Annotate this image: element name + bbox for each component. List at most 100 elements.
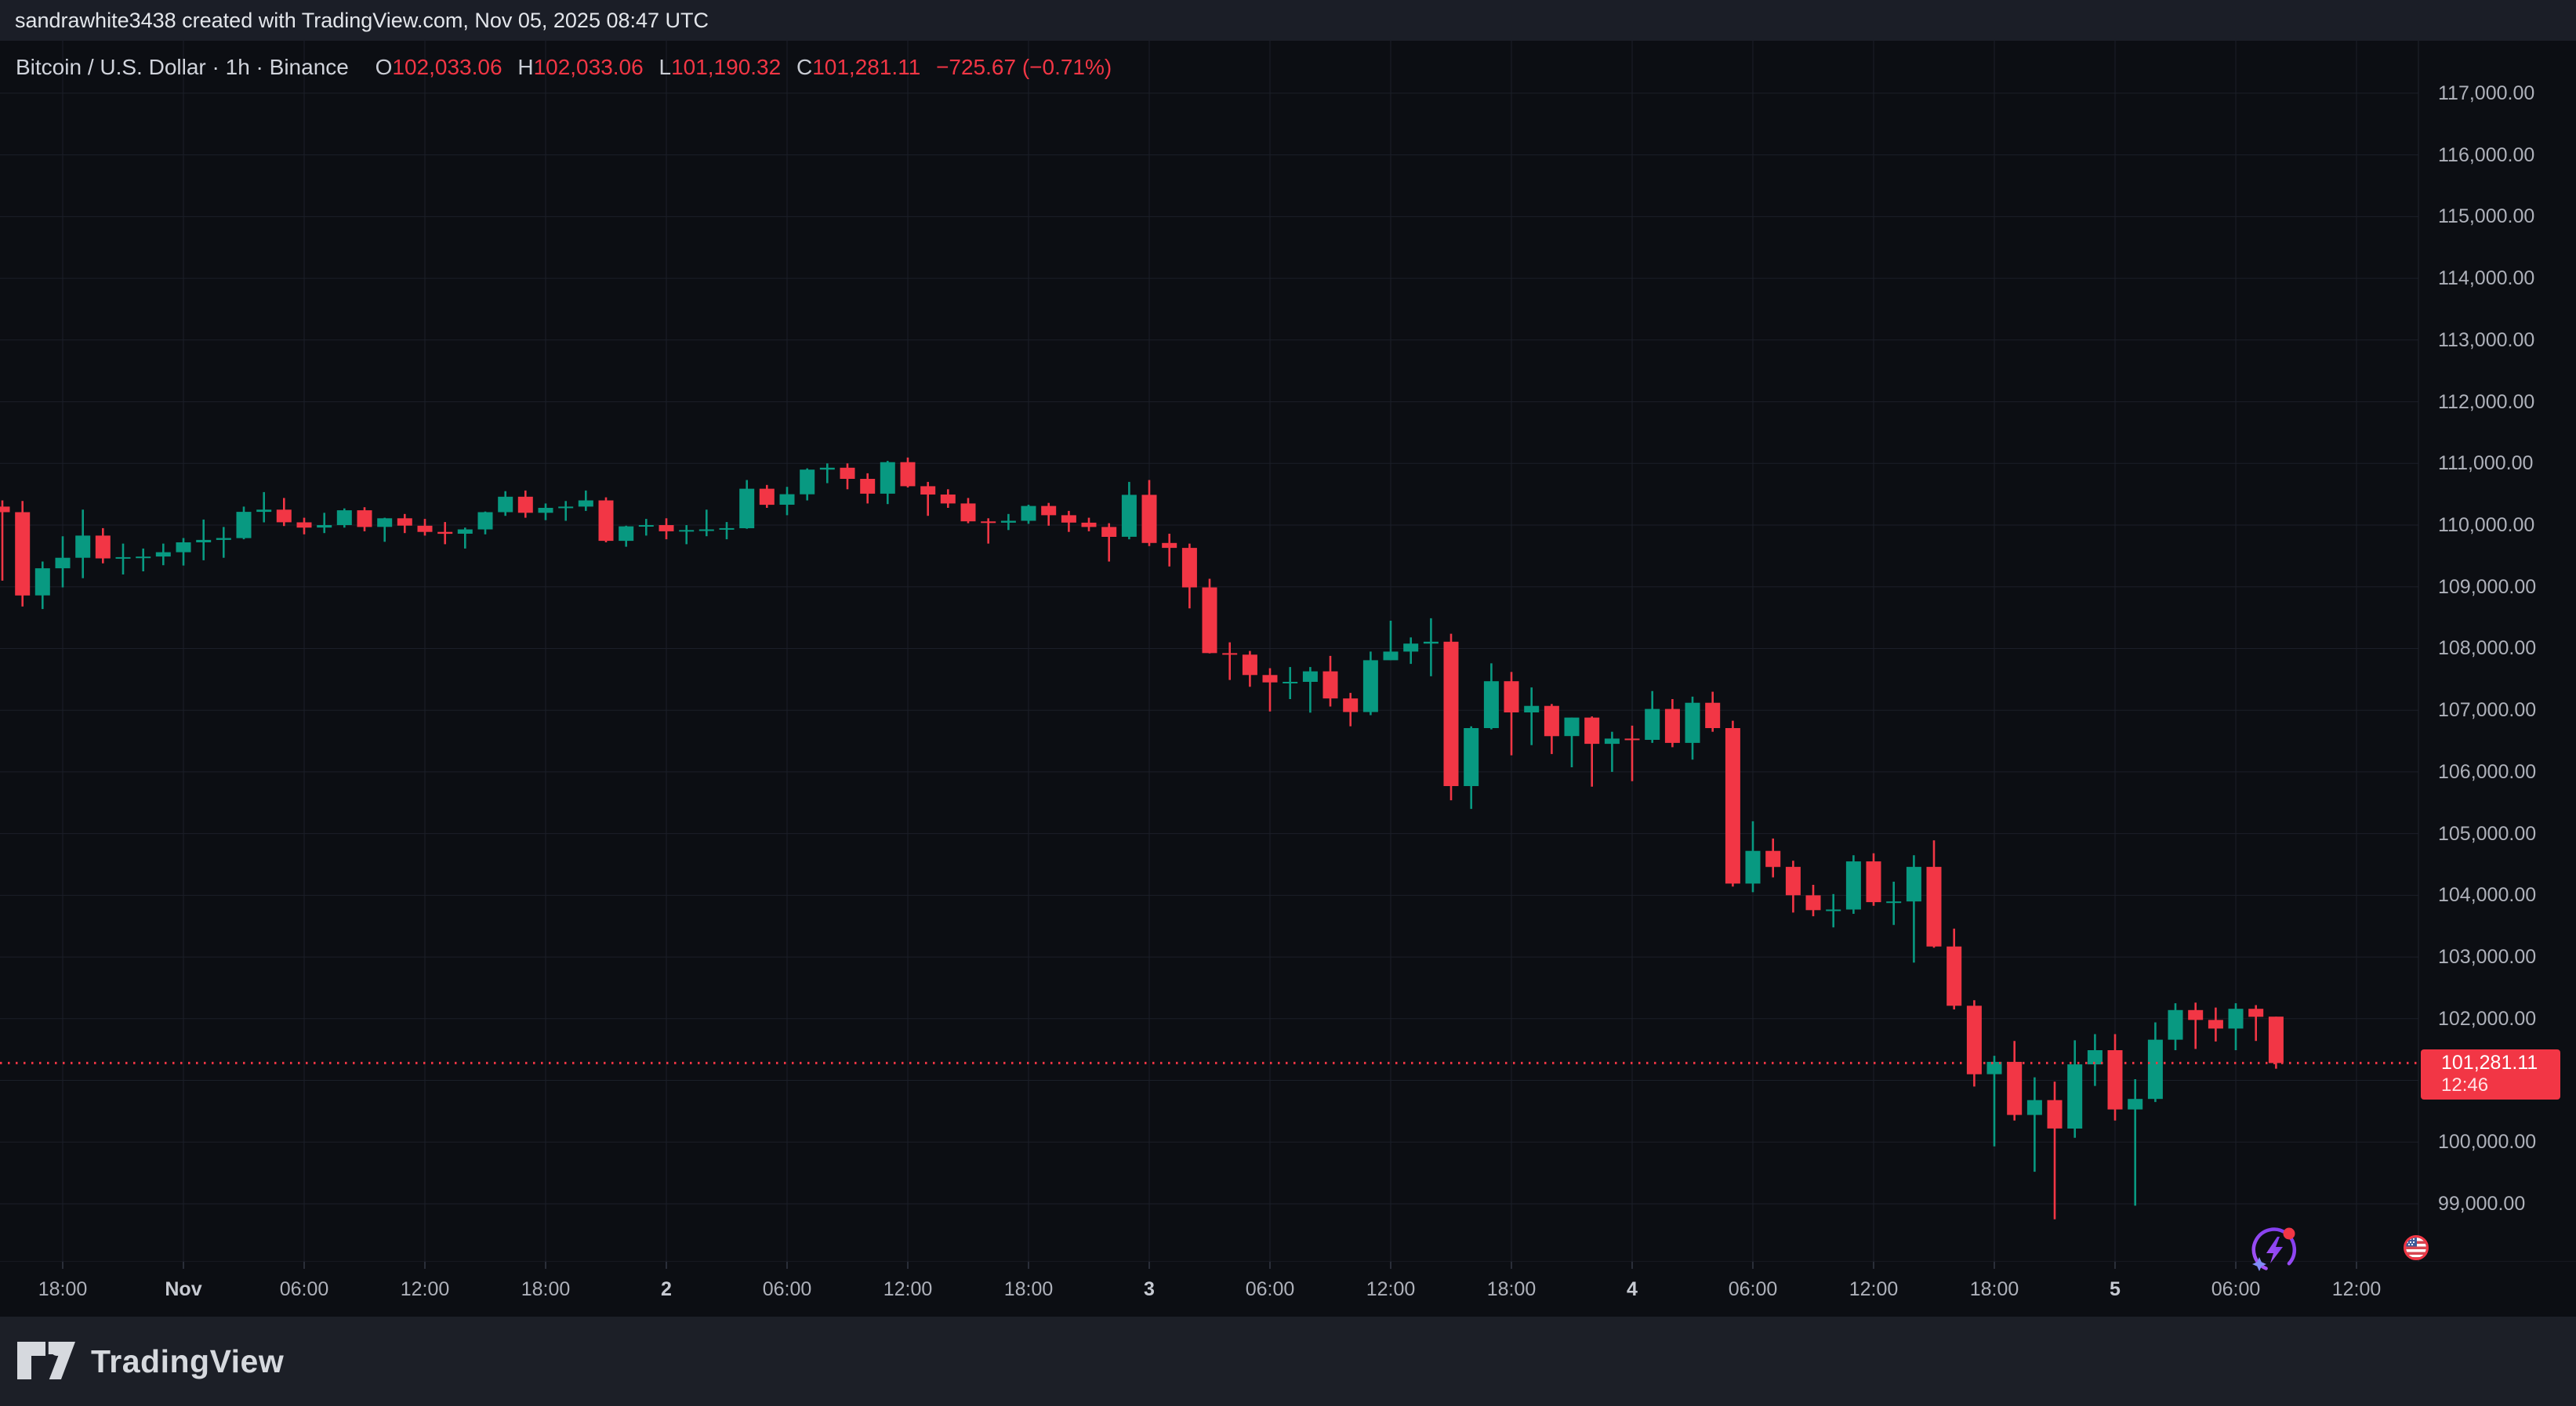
candle [880,461,895,505]
candle [1181,543,1197,609]
candle [698,509,714,537]
price-axis-label: 109,000.00 [2438,576,2537,598]
candle [196,519,212,560]
candle [2107,1034,2123,1121]
candle [1262,668,1278,712]
price-axis-label: 115,000.00 [2438,205,2535,227]
symbol-title[interactable]: Bitcoin / U.S. Dollar · 1h · Binance [16,55,349,79]
time-axis-label: 12:00 [1849,1278,1899,1300]
time-axis-tick [62,1262,63,1269]
candle [1947,928,1962,1009]
candle [437,522,453,545]
candle [940,489,956,508]
price-axis-label: 108,000.00 [2438,637,2537,659]
candle [1544,704,1559,755]
candle [1041,502,1057,526]
price-axis-label: 103,000.00 [2438,946,2537,968]
candle [1906,855,1921,963]
time-axis[interactable]: 18:00 Nov 06:00 12:00 18:00 2 06:00 12:00 18:00 3… [0,1262,2576,1317]
candle [2147,1022,2163,1103]
candle [1966,1000,1982,1087]
candle [1986,1056,2002,1147]
candle [296,517,312,534]
candle [759,484,775,508]
candle [2047,1082,2063,1219]
candle [1141,480,1157,546]
high-value: 102,033.06 [533,55,644,79]
candle [417,519,433,536]
candle [1604,731,1620,772]
tradingview-logo-text: TradingView [91,1343,285,1379]
candle [1685,696,1700,760]
candle [1162,534,1177,567]
price-axis-label: 113,000.00 [2438,329,2535,351]
time-axis-tick [1148,1262,1150,1269]
candle [1624,725,1640,781]
candle [900,457,916,487]
candle [1483,663,1499,730]
last-price-value: 101,281.11 [2441,1052,2538,1074]
candle [1443,633,1459,801]
time-axis-tick [2356,1262,2357,1269]
candle [95,527,111,563]
candle [15,501,31,607]
time-axis-label: 12:00 [2331,1278,2382,1300]
candle [1725,720,1740,887]
candle [1101,523,1117,562]
time-axis-tick [1390,1262,1391,1269]
candle [1805,885,1821,917]
open-value: 102,033.06 [392,55,503,79]
candle [1423,618,1439,676]
candle [2268,1016,2284,1069]
time-axis-label: 3 [1144,1278,1155,1300]
candle [1121,481,1137,540]
candle [1886,882,1902,926]
candle [216,527,231,558]
candle [538,503,553,520]
last-price-marker: 101,281.11 12:46 [2421,1049,2560,1100]
attribution-bar: sandrawhite3438 created with TradingView… [0,0,2576,41]
crypto-spark-lightning-icon[interactable] [2251,1225,2299,1274]
candle [0,500,10,581]
candle [1061,510,1076,532]
candle [1202,578,1217,654]
bar-countdown: 12:46 [2441,1074,2489,1096]
candle [1826,893,1841,928]
candle [34,561,50,610]
time-axis-label: 06:00 [2211,1278,2261,1300]
candle [1343,693,1359,727]
time-axis-label: 18:00 [1003,1278,1054,1300]
candle [457,527,473,549]
candlestick-plot[interactable] [0,41,2576,1262]
tradingview-logo[interactable]: TradingView [17,1341,284,1382]
change-value: −725.67 (−0.71%) [936,55,1112,79]
price-axis-label: 106,000.00 [2438,761,2537,783]
candle [1866,853,1881,906]
candle [397,513,412,534]
time-axis-tick [1873,1262,1874,1269]
low-label: L [659,55,672,79]
candle [840,463,855,490]
candle [558,501,574,521]
candle [75,509,91,578]
candle [1383,621,1399,661]
time-axis-tick [1631,1262,1633,1269]
candle [1302,667,1318,713]
candle [920,481,936,516]
time-axis-tick [907,1262,909,1269]
candle [779,487,795,516]
price-axis-label: 102,000.00 [2438,1008,2537,1030]
candle [1242,650,1257,687]
candle [2168,1003,2183,1050]
time-axis-tick [303,1262,305,1269]
candle [136,548,151,571]
bottom-brand-bar: TradingView [0,1317,2576,1406]
time-axis-label: 12:00 [1366,1278,1416,1300]
candle [819,463,835,484]
us-flag-economic-event-icon[interactable] [2403,1234,2429,1261]
time-axis-label: 12:00 [883,1278,933,1300]
candle [236,506,252,540]
time-axis-label: 06:00 [762,1278,812,1300]
candle [115,543,131,574]
candle [1403,637,1419,665]
